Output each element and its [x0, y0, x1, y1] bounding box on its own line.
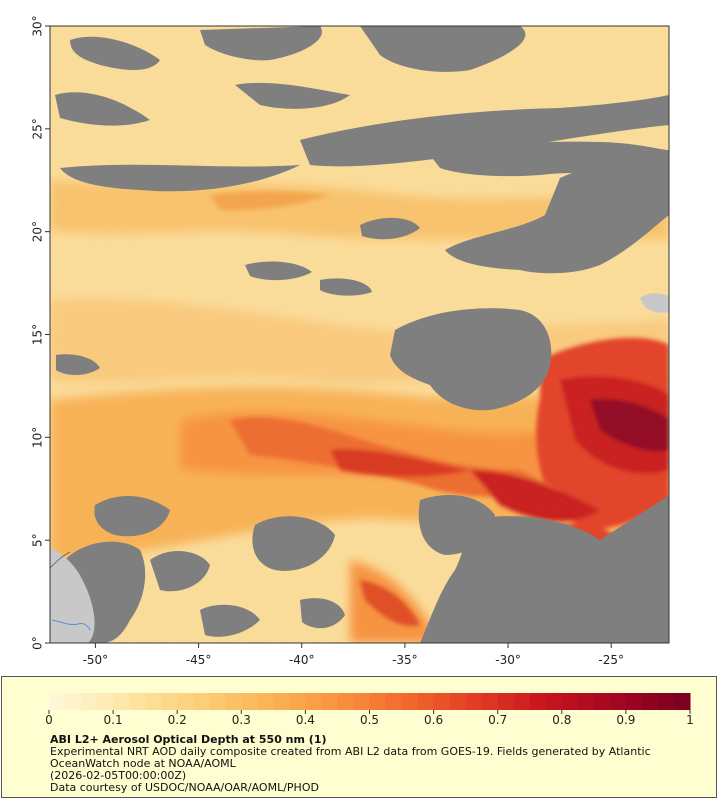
colorbar-cell [113, 693, 130, 710]
legend-panel: 0 0.1 0.2 0.3 0.4 0.5 0.6 0.7 0.8 0.9 1 ABI L2+ Ae… [1, 676, 717, 798]
colorbar-cells [49, 693, 691, 710]
colorbar-cell [97, 693, 114, 710]
land-islands [640, 293, 669, 313]
colorbar-cell [545, 693, 563, 710]
colorbar-cell [625, 693, 643, 710]
x-tick-label: -25° [598, 653, 624, 667]
colorbar-cell [241, 693, 258, 710]
colorbar-cell [673, 693, 691, 710]
colorbar-tick-label: 0.3 [232, 713, 251, 727]
x-tick-label: -50° [83, 653, 109, 667]
colorbar-cell [513, 693, 531, 710]
legend-title: ABI L2+ Aerosol Optical Depth at 550 nm … [50, 733, 327, 746]
colorbar-cell [49, 693, 66, 710]
colorbar-cell [65, 693, 82, 710]
colorbar-cell [609, 693, 627, 710]
colorbar-cell [449, 693, 467, 710]
colorbar-cell [129, 693, 146, 710]
colorbar-cell [193, 693, 210, 710]
colorbar-cell [433, 693, 451, 710]
map-frame: -50° -45° -40° -35° -30° -25° 0° 5° 10° 15° 20° 25… [31, 15, 670, 667]
colorbar-cell [529, 693, 547, 710]
colorbar-cell [593, 693, 611, 710]
y-tick-label: 10° [31, 427, 45, 448]
x-axis: -50° -45° -40° -35° -30° -25° [83, 643, 624, 667]
colorbar-cell [641, 693, 659, 710]
river [51, 619, 91, 631]
colorbar-cell [401, 693, 419, 710]
colorbar-cell [561, 693, 579, 710]
colorbar-tick-label: 0.1 [104, 713, 123, 727]
colorbar-cell [81, 693, 98, 710]
colorbar-tick-label: 0.8 [552, 713, 571, 727]
colorbar-tick-label: 0.7 [488, 713, 507, 727]
map-plot-area [50, 26, 669, 643]
colorbar-cell [177, 693, 194, 710]
colorbar-cell [321, 693, 338, 710]
colorbar-cell [225, 693, 242, 710]
x-tick-label: -30° [495, 653, 521, 667]
y-tick-label: 25° [31, 118, 45, 139]
y-tick-label: 0° [31, 636, 45, 650]
no-data-regions [55, 26, 669, 643]
colorbar: 0 0.1 0.2 0.3 0.4 0.5 0.6 0.7 0.8 0.9 1 [45, 693, 694, 727]
legend-credit: Data courtesy of USDOC/NOAA/OAR/AOML/PHO… [50, 781, 319, 794]
y-tick-label: 30° [31, 15, 45, 36]
x-tick-label: -40° [289, 653, 315, 667]
colorbar-tick-label: 0.4 [296, 713, 315, 727]
legend-description: Experimental NRT AOD daily composite cre… [50, 745, 651, 770]
y-tick-label: 15° [31, 324, 45, 345]
colorbar-cell [369, 693, 387, 710]
y-tick-label: 20° [31, 221, 45, 242]
colorbar-cell [305, 693, 322, 710]
x-tick-label: -45° [186, 653, 212, 667]
colorbar-cell [353, 693, 370, 710]
colorbar-cell [385, 693, 403, 710]
land-south-america [50, 548, 95, 643]
colorbar-cell [273, 693, 290, 710]
x-tick-label: -35° [392, 653, 418, 667]
y-tick-label: 5° [31, 533, 45, 547]
colorbar-ticks: 0 0.1 0.2 0.3 0.4 0.5 0.6 0.7 0.8 0.9 1 [45, 710, 694, 727]
colorbar-cell [257, 693, 274, 710]
colorbar-cell [577, 693, 595, 710]
colorbar-cell [465, 693, 483, 710]
colorbar-tick-label: 1 [686, 713, 694, 727]
y-axis: 0° 5° 10° 15° 20° 25° 30° [31, 15, 50, 650]
coastline [50, 551, 71, 569]
colorbar-cell [161, 693, 178, 710]
colorbar-cell [289, 693, 306, 710]
colorbar-cell [417, 693, 435, 710]
colorbar-cell [497, 693, 515, 710]
colorbar-cell [145, 693, 162, 710]
legend-date: (2026-02-05T00:00:00Z) [50, 769, 187, 782]
colorbar-tick-label: 0.5 [360, 713, 379, 727]
colorbar-tick-label: 0.9 [616, 713, 635, 727]
colorbar-cell [337, 693, 354, 710]
colorbar-tick-label: 0.6 [424, 713, 443, 727]
aod-map: -50° -45° -40° -35° -30° -25° 0° 5° 10° 15° 20° 25… [31, 15, 670, 667]
colorbar-cell [481, 693, 499, 710]
colorbar-cell [657, 693, 675, 710]
colorbar-tick-label: 0.2 [168, 713, 187, 727]
colorbar-tick-label: 0 [45, 713, 53, 727]
colorbar-cell [209, 693, 226, 710]
